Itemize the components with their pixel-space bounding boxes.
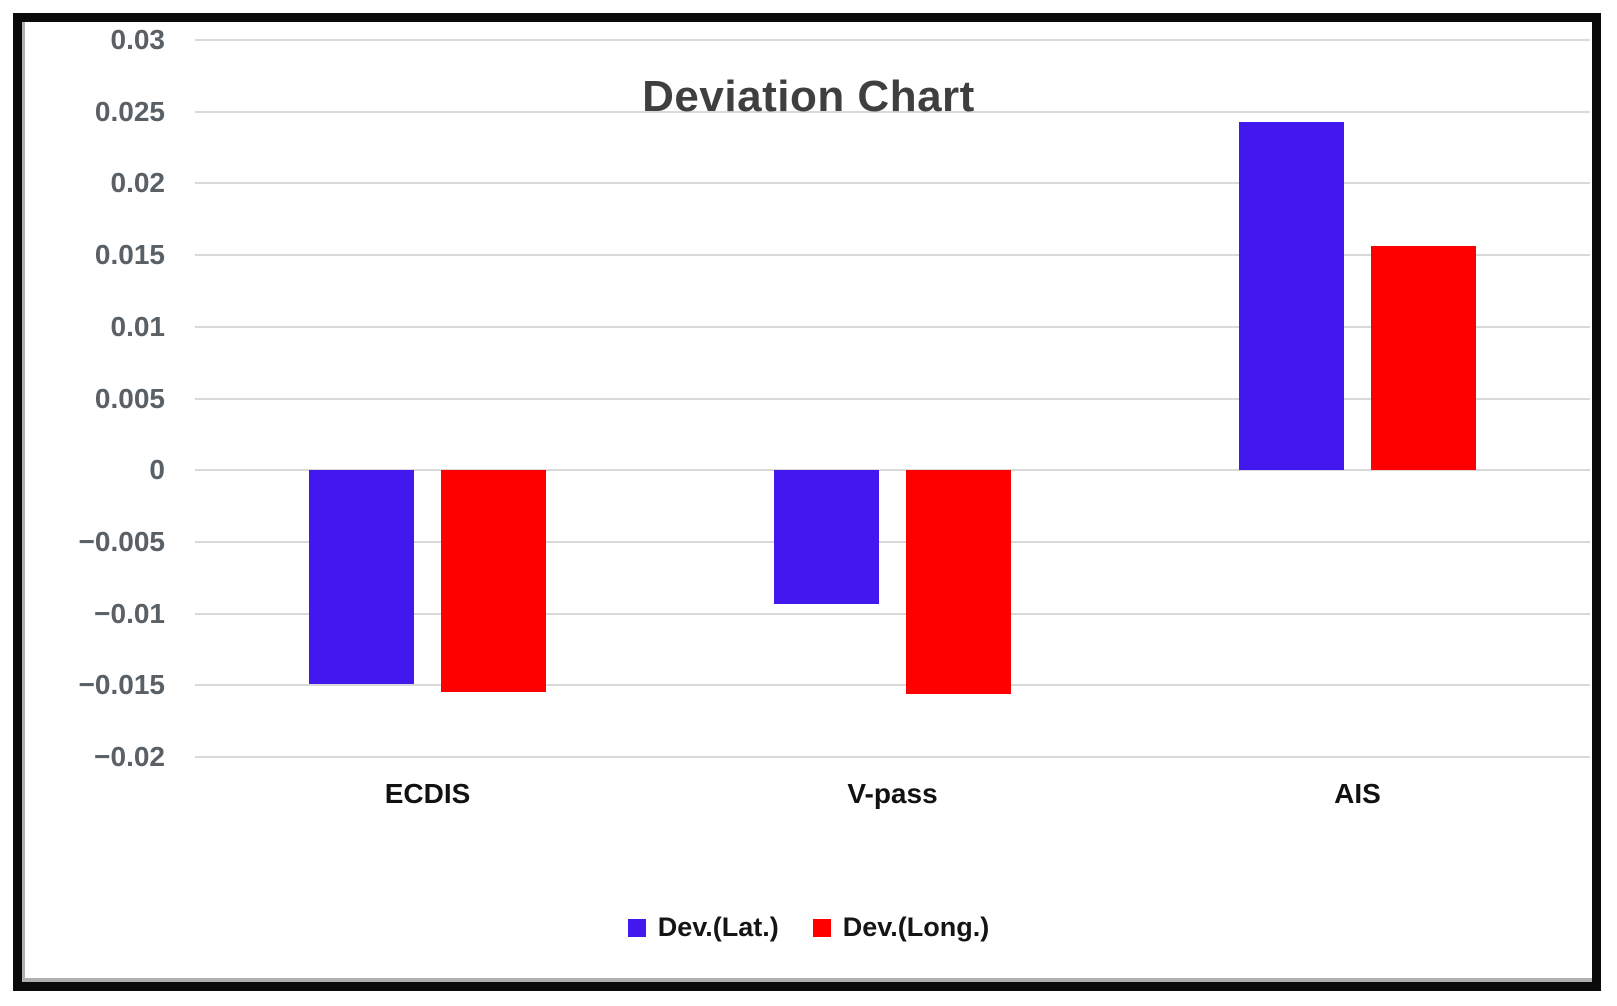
x-axis-label-v-pass: V-pass xyxy=(847,778,938,809)
gridline xyxy=(195,325,1590,328)
y-axis-tick-label: 0.025 xyxy=(94,95,165,127)
y-axis-tick-label: 0.015 xyxy=(94,239,165,271)
legend-item-dev-long: Dev.(Long.) xyxy=(812,912,990,942)
bar-dev-lat-ais xyxy=(1239,121,1344,471)
legend-swatch-dev-lat xyxy=(627,918,646,937)
gridline xyxy=(195,254,1590,257)
gridline xyxy=(195,469,1590,472)
x-axis-labels: ECDIS V-pass AIS xyxy=(195,778,1590,810)
y-axis-tick-label: −0.015 xyxy=(78,669,165,701)
legend-label-dev-lat: Dev.(Lat.) xyxy=(657,912,779,942)
legend-item-dev-lat: Dev.(Lat.) xyxy=(627,912,779,942)
bar-dev-long-v-pass xyxy=(906,470,1011,694)
gridline xyxy=(195,612,1590,615)
gridline xyxy=(195,540,1590,543)
chart-title: Deviation Chart xyxy=(642,72,975,121)
legend: Dev.(Lat.) Dev.(Long.) xyxy=(25,914,1592,941)
gridline xyxy=(195,39,1590,41)
bar-dev-long-ecdis xyxy=(440,470,546,693)
chart-frame: Deviation Chart 0.03 0.025 0.02 0.015 0.01 0.… xyxy=(13,13,1601,991)
bar-dev-lat-v-pass xyxy=(774,470,879,604)
gridline xyxy=(195,684,1590,687)
y-axis-tick-label: −0.02 xyxy=(94,741,165,772)
y-axis-tick-label: 0.005 xyxy=(94,382,165,414)
x-axis-label-ais: AIS xyxy=(1334,778,1381,809)
gridline xyxy=(195,397,1590,400)
y-axis-tick-label: 0.01 xyxy=(110,310,166,342)
y-axis-tick-label: 0.02 xyxy=(110,167,166,199)
chart-canvas: Deviation Chart 0.03 0.025 0.02 0.015 0.01 0.… xyxy=(22,22,1592,982)
y-axis-tick-label: −0.01 xyxy=(94,597,165,629)
y-axis-tick-label: −0.005 xyxy=(78,525,165,557)
y-axis-tick-label: 0.03 xyxy=(110,24,166,55)
legend-swatch-dev-long xyxy=(812,918,831,937)
legend-label-dev-long: Dev.(Long.) xyxy=(842,912,990,942)
x-axis-label-ecdis: ECDIS xyxy=(384,778,471,809)
bar-dev-lat-ecdis xyxy=(308,470,414,684)
plot-area: 0.03 0.025 0.02 0.015 0.01 0.005 0 −0.005 −0.01 −… xyxy=(79,26,1590,771)
bar-dev-long-ais xyxy=(1371,246,1476,471)
gridline xyxy=(195,756,1590,758)
gridline xyxy=(195,110,1590,113)
gridline xyxy=(195,182,1590,185)
y-axis-tick-label: 0 xyxy=(149,454,165,486)
